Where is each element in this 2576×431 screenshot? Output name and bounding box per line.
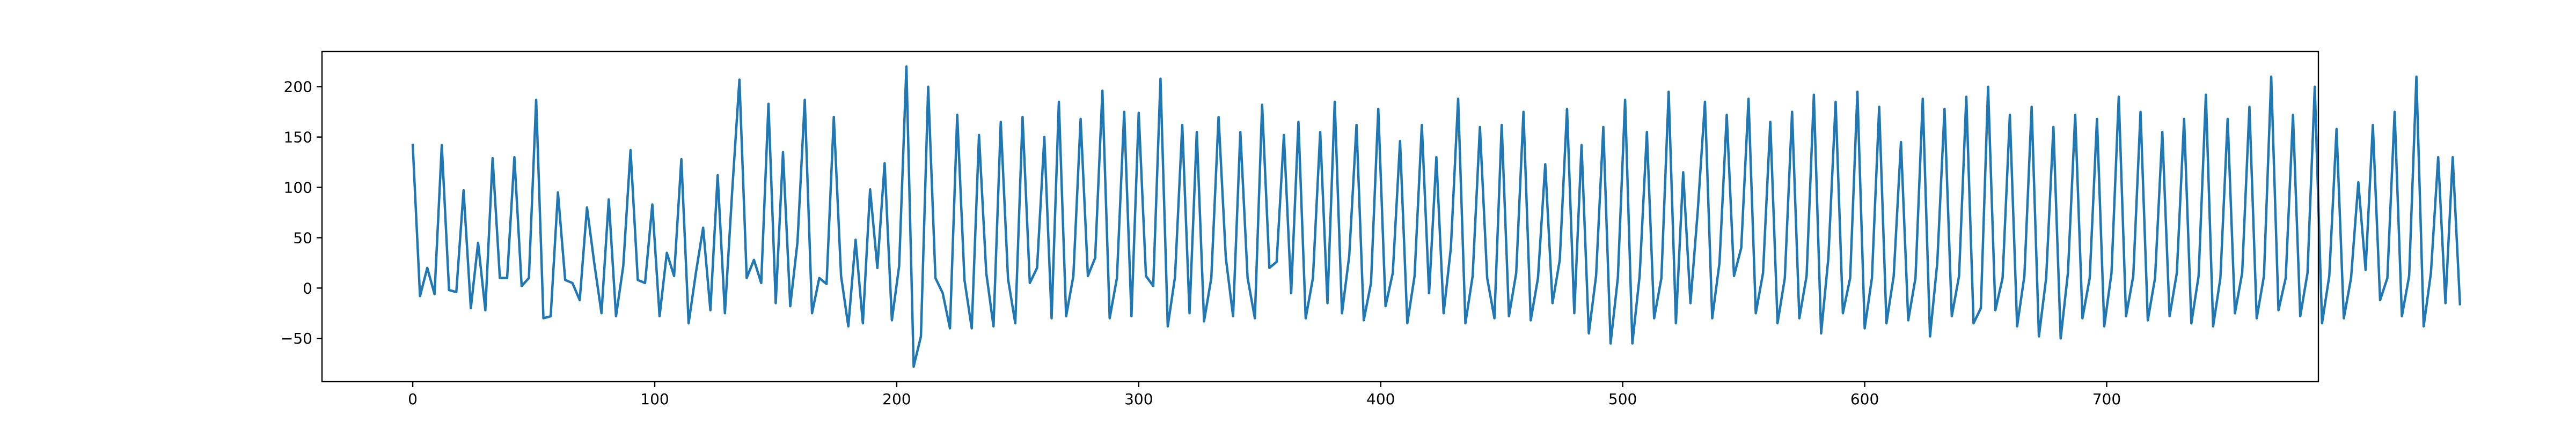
y-tick-label: −50 <box>281 330 312 347</box>
x-tick-label: 600 <box>1850 390 1879 408</box>
axes: 0 100 200 300 400 500 600 700 −50 0 50 100 150 200 <box>281 50 2319 408</box>
y-tick-label: 0 <box>303 279 312 297</box>
plot-frame <box>321 50 2319 383</box>
series-line-0 <box>411 65 2462 368</box>
y-tick-label: 200 <box>284 78 312 96</box>
x-tick-label: 200 <box>882 390 911 408</box>
x-tick-label: 400 <box>1366 390 1395 408</box>
y-tick-label: 50 <box>293 229 312 247</box>
plot-area <box>411 65 2462 368</box>
x-tick-label: 300 <box>1124 390 1153 408</box>
y-tick-label: 100 <box>284 179 312 197</box>
x-tick-label: 700 <box>2092 390 2121 408</box>
x-tick-label: 0 <box>408 390 418 408</box>
x-tick-label: 500 <box>1608 390 1637 408</box>
y-tick-label: 150 <box>284 129 312 146</box>
x-tick-label: 100 <box>640 390 669 408</box>
